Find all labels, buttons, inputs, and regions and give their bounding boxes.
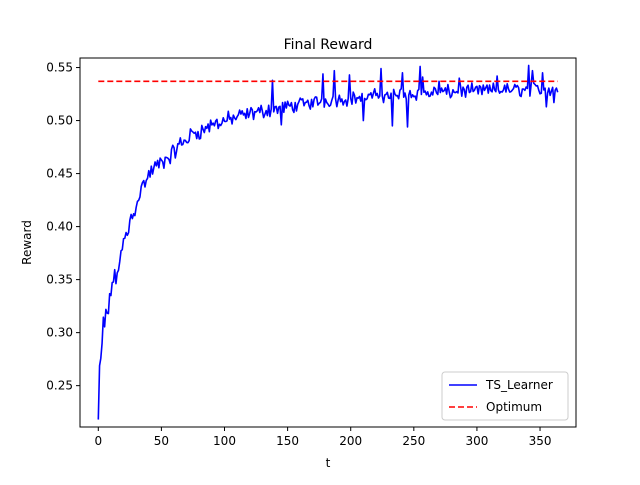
plot-area [97, 64, 559, 420]
x-axis-label: t [326, 456, 331, 470]
y-tick-label: 0.40 [46, 220, 73, 234]
x-tick-label: 0 [94, 434, 102, 448]
y-tick-label: 0.45 [46, 167, 73, 181]
x-tick-label: 250 [402, 434, 425, 448]
legend-label-optimum: Optimum [486, 400, 542, 414]
x-tick-label: 150 [276, 434, 299, 448]
y-tick-label: 0.35 [46, 273, 73, 287]
chart-title: Final Reward [284, 37, 373, 53]
legend: TS_Learner Optimum [441, 371, 569, 421]
x-tick-label: 200 [339, 434, 362, 448]
x-tick-label: 300 [465, 434, 488, 448]
axis-ticks: 0 50 100 150 200 250 300 350 0.25 0.30 0.35 0.40 0.4… [46, 61, 551, 448]
x-tick-label: 50 [154, 434, 169, 448]
y-axis-label: Reward [20, 220, 34, 265]
y-tick-label: 0.25 [46, 379, 73, 393]
legend-box [441, 371, 569, 421]
legend-label-ts-learner: TS_Learner [485, 378, 553, 392]
series-line-ts-learner [97, 64, 559, 420]
axes-frame [79, 57, 577, 428]
y-tick-label: 0.55 [46, 61, 73, 75]
y-tick-label: 0.50 [46, 114, 73, 128]
y-tick-label: 0.30 [46, 326, 73, 340]
x-tick-label: 350 [529, 434, 552, 448]
x-tick-label: 100 [213, 434, 236, 448]
